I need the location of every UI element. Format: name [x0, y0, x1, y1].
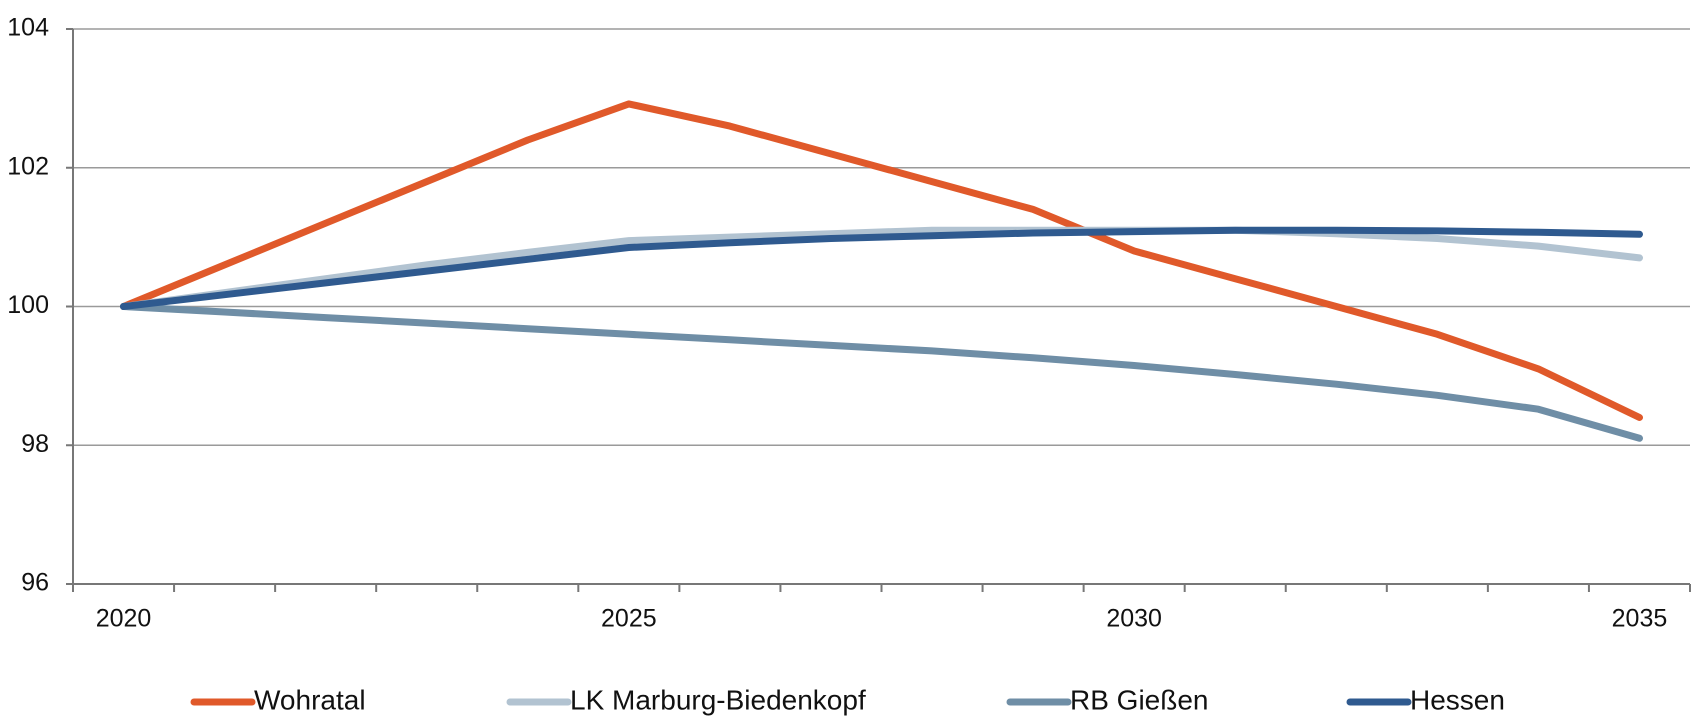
legend-label: LK Marburg-Biedenkopf: [570, 684, 866, 715]
legend-label: Wohratal: [254, 684, 366, 715]
y-tick-label: 104: [7, 14, 49, 42]
x-tick-label: 2025: [601, 605, 657, 633]
x-tick-label: 2035: [1612, 605, 1668, 633]
y-tick-label: 100: [7, 291, 49, 319]
series-line: [120, 100, 1643, 421]
y-tick-label: 98: [21, 430, 49, 458]
series-line: [120, 226, 1643, 310]
y-tick-label: 102: [7, 152, 49, 180]
series-line: [120, 303, 1643, 442]
legend-label: RB Gießen: [1070, 684, 1209, 715]
series-line: [120, 226, 1643, 310]
x-tick-label: 2030: [1106, 605, 1162, 633]
x-tick-label: 2020: [96, 605, 152, 633]
legend-label: Hessen: [1410, 684, 1505, 715]
y-tick-label: 96: [21, 569, 49, 597]
